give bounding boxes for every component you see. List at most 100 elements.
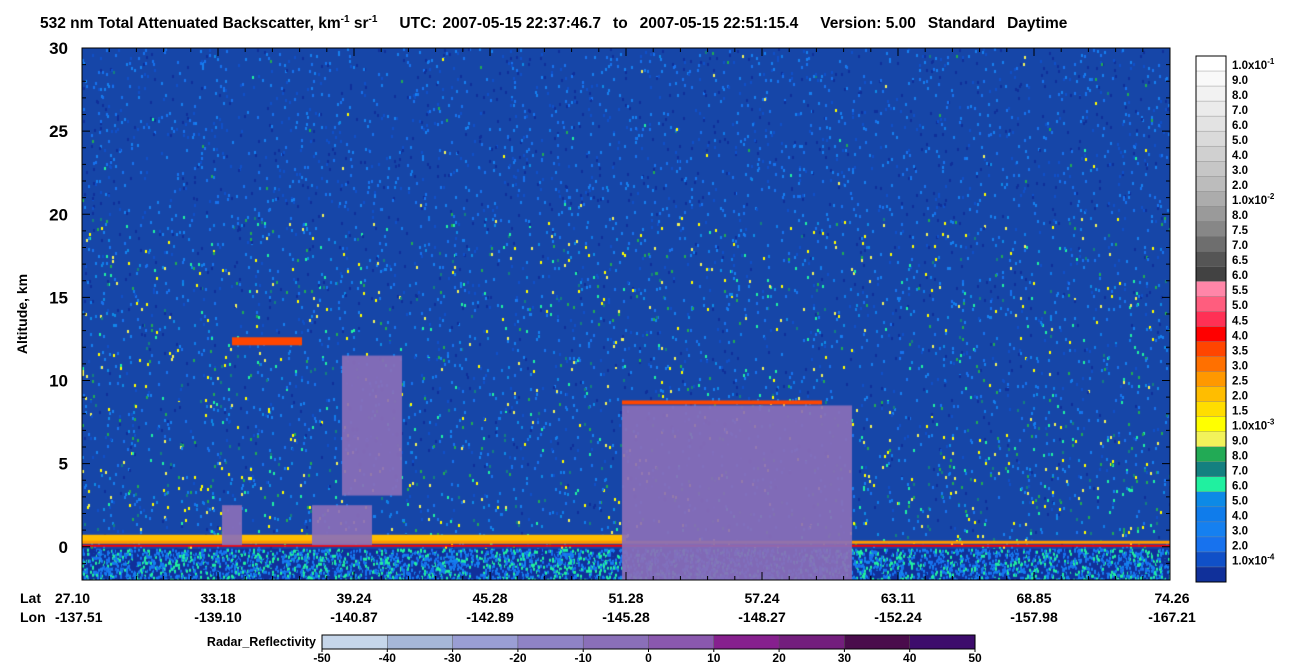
colorbar-label: 5.0	[1232, 300, 1248, 312]
colorbar-label: 2.0	[1232, 541, 1248, 553]
x-tick-label-lon: -145.28	[602, 609, 650, 625]
colorbar-swatch	[1195, 386, 1227, 403]
x-tick-label-lat: 51.28	[608, 590, 643, 606]
colorbar-swatch	[1195, 476, 1227, 493]
colorbar-swatch	[1195, 145, 1227, 162]
radar-tick-label: -10	[575, 651, 593, 665]
radar-colorbar-swatch	[844, 634, 911, 650]
colorbar-label-exponent: -1	[1267, 57, 1275, 66]
x-tick-label-lat: 63.11	[881, 590, 915, 606]
colorbar-label: 8.0	[1232, 210, 1248, 222]
x-tick-label-lat: 45.28	[472, 590, 507, 606]
colorbar-swatch	[1195, 70, 1227, 87]
colorbar-swatch	[1195, 566, 1227, 583]
colorbar-swatch	[1195, 401, 1227, 418]
radar-colorbar-swatch	[452, 634, 519, 650]
colorbar-swatch	[1195, 371, 1227, 388]
colorbar-label-base: 7.0	[1232, 105, 1248, 117]
colorbar-label-base: 3.0	[1232, 165, 1248, 177]
x-tick-label-lat: 39.24	[336, 590, 371, 606]
y-tick-label: 15	[49, 288, 68, 307]
colorbar-label-base: 9.0	[1232, 75, 1248, 87]
colorbar-label-base: 1.5	[1232, 405, 1249, 417]
colorbar-swatch	[1195, 251, 1227, 267]
x-tick-label-lat: 57.24	[744, 590, 779, 606]
colorbar-label: 8.0	[1232, 451, 1248, 463]
radar-tick-label: -20	[509, 651, 527, 665]
radar-tick-label: 40	[903, 651, 917, 665]
colorbar-label: 2.0	[1232, 390, 1248, 402]
colorbar-label: 4.0	[1232, 511, 1248, 523]
radar-tick-label: 10	[707, 651, 721, 665]
colorbar-label-base: 1.0x10	[1232, 556, 1267, 568]
radar-tick-label: -50	[313, 651, 331, 665]
radar-colorbar-swatch	[778, 634, 845, 650]
title-unit-sr: sr	[349, 15, 369, 33]
radar-colorbar-swatch	[648, 634, 715, 650]
colorbar-label-base: 9.0	[1232, 435, 1248, 447]
colorbar-swatch	[1195, 416, 1227, 433]
radar-tick-label: -30	[444, 651, 462, 665]
colorbar-label-base: 7.0	[1232, 466, 1248, 478]
x-tick-label-lon: -137.51	[55, 609, 103, 625]
colorbar-label-base: 5.0	[1232, 496, 1248, 508]
colorbar-swatch	[1195, 536, 1227, 553]
colorbar-label: 1.0x10-1	[1232, 57, 1275, 72]
x-row-label-lat: Lat	[20, 590, 41, 606]
colorbar-label-base: 4.0	[1232, 511, 1248, 523]
colorbar-label-base: 5.5	[1232, 285, 1249, 297]
x-tick-label-lon: -148.27	[738, 609, 786, 625]
colorbar-label: 3.0	[1232, 360, 1248, 372]
colorbar-label-base: 1.0x10	[1232, 60, 1267, 72]
title-to: to	[613, 15, 628, 33]
x-tick-label-lon: -157.98	[1010, 609, 1058, 625]
colorbar-label-base: 6.0	[1232, 481, 1248, 493]
radar-colorbar: Radar_Reflectivity -50 -40 -30 -20 -10 0 10 20 30…	[207, 634, 982, 665]
colorbar-label-base: 5.0	[1232, 300, 1248, 312]
colorbar-swatch	[1195, 461, 1227, 478]
colorbar-label: 8.0	[1232, 90, 1248, 102]
title-version: Version: 5.00	[820, 15, 916, 33]
colorbar-label: 7.0	[1232, 466, 1248, 478]
title-utc-label: UTC:	[399, 15, 437, 33]
x-tick-label-lon: -142.89	[466, 609, 514, 625]
colorbar-swatch	[1195, 506, 1227, 523]
title-daytime: Daytime	[1007, 15, 1068, 33]
x-tick-label-lon: -140.87	[330, 609, 378, 625]
colorbar-label-base: 4.0	[1232, 150, 1248, 162]
radar-tick-label: 20	[772, 651, 786, 665]
colorbar-swatch	[1195, 326, 1227, 343]
colorbar-label: 7.0	[1232, 105, 1248, 117]
colorbar-swatch	[1195, 491, 1227, 508]
colorbar-label-base: 6.0	[1232, 270, 1248, 282]
colorbar-frame	[1195, 55, 1227, 583]
colorbar-label: 6.0	[1232, 270, 1248, 282]
colorbar-swatch	[1195, 55, 1227, 72]
colorbar-label-base: 8.0	[1232, 210, 1248, 222]
radar-tick-label: 30	[838, 651, 852, 665]
colorbar-label: 9.0	[1232, 75, 1248, 87]
axes: 30 25 20 15 10 5 0 Altitude, km Lat Lon 27.10 -137.…	[14, 39, 1196, 625]
colorbar-swatch	[1195, 356, 1227, 373]
colorbar-swatch	[1195, 551, 1227, 568]
colorbar-label: 1.5	[1232, 405, 1249, 417]
colorbar-swatch	[1195, 521, 1227, 538]
radar-tick-label: 50	[968, 651, 982, 665]
colorbar-label: 1.0x10-2	[1232, 192, 1275, 207]
colorbar-label-exponent: -2	[1267, 192, 1275, 201]
colorbar-swatch	[1195, 191, 1227, 207]
colorbar-label: 9.0	[1232, 435, 1248, 447]
y-tick-label: 10	[49, 372, 68, 391]
x-tick-label-lon: -152.24	[874, 609, 922, 625]
title-unit-exponent-1: -1	[340, 14, 350, 25]
colorbar-swatch	[1195, 160, 1227, 177]
colorbar-label-base: 6.0	[1232, 120, 1248, 132]
colorbar-label: 5.0	[1232, 496, 1248, 508]
colorbar-swatch	[1195, 130, 1227, 147]
colorbar-label: 3.0	[1232, 526, 1248, 538]
radar-colorbar-swatch	[517, 634, 584, 650]
colorbar-label-base: 7.0	[1232, 240, 1248, 252]
colorbar-label: 6.0	[1232, 481, 1248, 493]
x-row-label-lon: Lon	[20, 609, 46, 625]
